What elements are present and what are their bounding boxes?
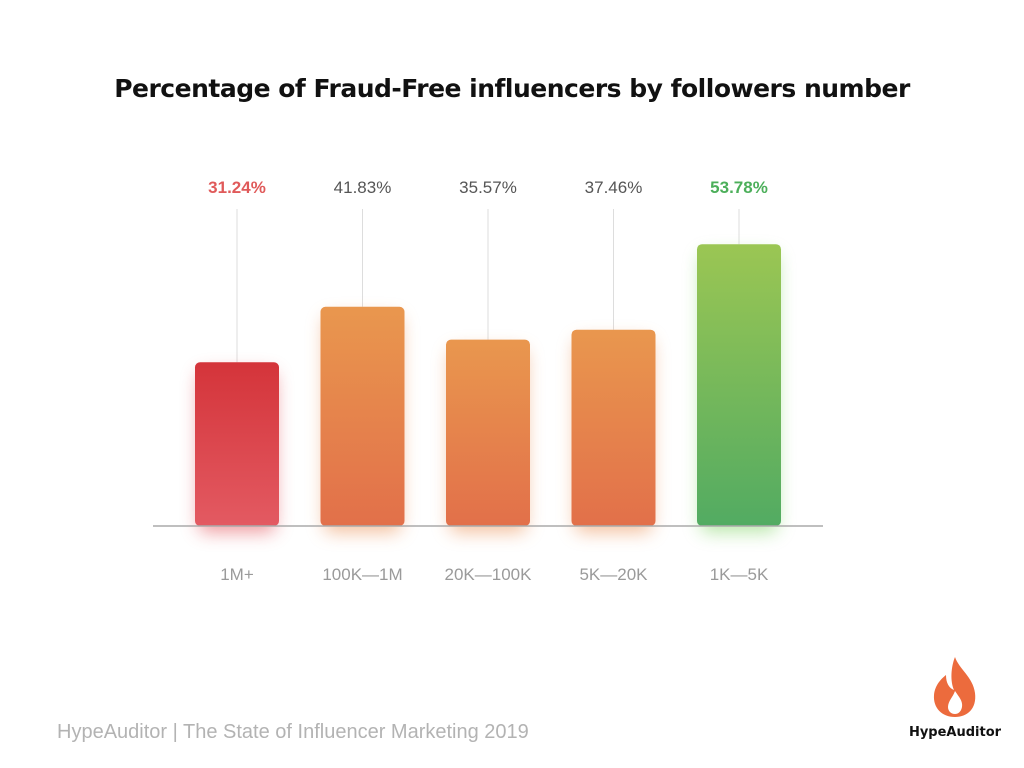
bar [697, 244, 781, 526]
bar [446, 339, 530, 526]
bar [320, 306, 405, 526]
flame-icon [933, 657, 976, 717]
category-label: 1K—5K [710, 565, 769, 584]
value-label: 35.57% [459, 178, 517, 197]
bar [195, 362, 279, 526]
bar [571, 329, 656, 526]
logo-text: HypeAuditor [908, 725, 1002, 740]
category-label: 5K—20K [579, 565, 648, 584]
category-label: 100K—1M [322, 565, 402, 584]
value-label: 41.83% [334, 178, 392, 197]
footer-source: HypeAuditor | The State of Influencer Ma… [57, 721, 529, 743]
value-label: 53.78% [710, 178, 768, 197]
hypeauditor-logo: HypeAuditor [905, 655, 1005, 745]
category-label: 20K—100K [445, 565, 533, 584]
value-label: 37.46% [585, 178, 643, 197]
value-label: 31.24% [208, 178, 266, 197]
category-label: 1M+ [220, 565, 254, 584]
chart-title: Percentage of Fraud-Free influencers by … [114, 74, 910, 103]
